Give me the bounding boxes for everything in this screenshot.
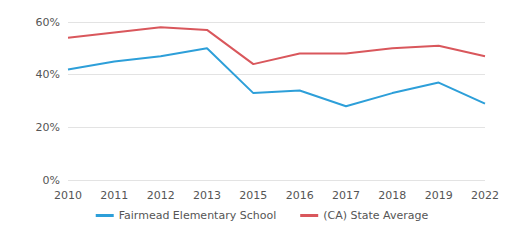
svg-text:2015: 2015 (239, 189, 267, 202)
svg-text:2012: 2012 (147, 189, 175, 202)
svg-text:60%: 60% (36, 16, 60, 29)
svg-text:(CA) State Average: (CA) State Average (323, 209, 428, 222)
svg-text:2022: 2022 (471, 189, 499, 202)
svg-text:2018: 2018 (378, 189, 406, 202)
svg-text:2010: 2010 (54, 189, 82, 202)
svg-text:2016: 2016 (286, 189, 314, 202)
svg-text:40%: 40% (36, 68, 60, 81)
svg-text:20%: 20% (36, 121, 60, 134)
svg-text:Fairmead Elementary School: Fairmead Elementary School (119, 209, 276, 222)
svg-text:2013: 2013 (193, 189, 221, 202)
svg-text:2017: 2017 (332, 189, 360, 202)
svg-text:2019: 2019 (425, 189, 453, 202)
svg-text:2011: 2011 (100, 189, 128, 202)
svg-text:0%: 0% (43, 174, 60, 187)
